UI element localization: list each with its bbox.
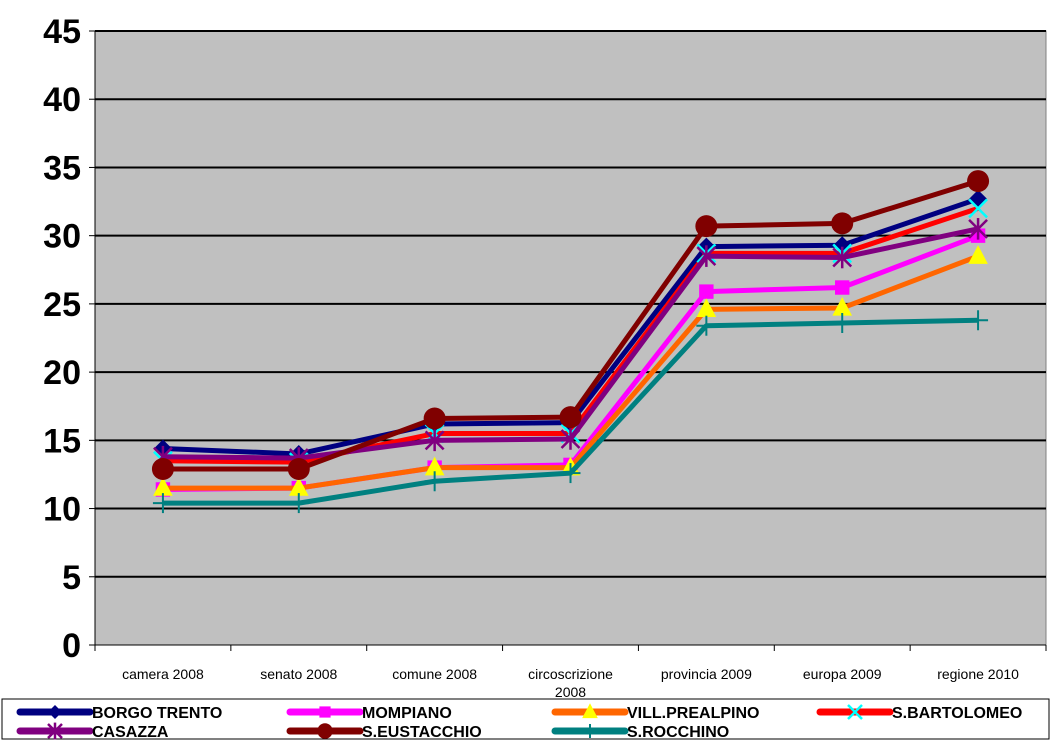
- x-tick-label: europa 2009: [803, 666, 882, 682]
- data-point: [696, 245, 717, 267]
- data-point: [287, 457, 310, 480]
- x-tick-label: comune 2008: [392, 666, 477, 682]
- legend-marker: [583, 724, 597, 738]
- legend: BORGO TRENTO MOMPIANO VILL.PREALPINO S.BART…: [1, 698, 1050, 740]
- series-s-eustacchio: [151, 170, 990, 480]
- y-axis-ticks: 0 5 10 15 20 25 30 35 40 45: [43, 13, 95, 665]
- data-point: [560, 463, 581, 484]
- data-point: [559, 406, 582, 429]
- data-point: [967, 170, 990, 193]
- y-tick-label: 15: [43, 422, 81, 460]
- legend-item: S.BARTOLOMEO: [816, 704, 1022, 722]
- legend-label: MOMPIANO: [362, 705, 452, 722]
- data-point: [699, 284, 714, 299]
- y-tick-label: 35: [43, 149, 81, 187]
- legend-item: MOMPIANO: [286, 705, 452, 722]
- y-tick-label: 10: [43, 491, 81, 529]
- data-point: [968, 310, 989, 331]
- legend-item: BORGO TRENTO: [16, 705, 222, 722]
- legend-box: [1, 698, 1050, 740]
- data-point: [831, 212, 854, 235]
- data-point: [424, 429, 445, 452]
- legend-item: S.EUSTACCHIO: [286, 723, 482, 740]
- data-point: [968, 198, 988, 219]
- x-tick-label: provincia 2009: [661, 666, 752, 682]
- data-point: [424, 471, 445, 492]
- data-point: [968, 218, 988, 240]
- legend-label: VILL.PREALPINO: [627, 705, 759, 722]
- x-tick-label: camera 2008: [122, 666, 204, 682]
- legend-label: S.BARTOLOMEO: [892, 705, 1022, 722]
- data-point: [288, 493, 309, 514]
- y-tick-label: 30: [43, 218, 81, 256]
- legend-item: CASAZZA: [16, 722, 169, 740]
- axes: [94, 31, 1046, 646]
- x-tick-label: regione 2010: [937, 666, 1019, 682]
- x-tick-label: circoscrizione 2008: [528, 666, 613, 700]
- y-tick-label: 0: [62, 627, 81, 665]
- legend-marker: [847, 704, 863, 720]
- y-tick-label: 25: [43, 286, 81, 324]
- legend-label: S.EUSTACCHIO: [362, 724, 482, 740]
- data-point: [423, 407, 446, 430]
- data-point: [835, 280, 850, 295]
- x-axis-ticks: camera 2008 senato 2008 comune 2008 circosc…: [94, 645, 1047, 700]
- data-point: [832, 246, 853, 269]
- legend-marker: [48, 705, 62, 719]
- plot-area: [94, 30, 1047, 646]
- gridlines: [95, 30, 1046, 578]
- y-tick-label: 5: [62, 559, 81, 597]
- legend-marker: [582, 703, 598, 719]
- legend-marker: [319, 706, 331, 718]
- data-point: [151, 457, 174, 480]
- series-lines: [151, 170, 990, 514]
- y-tick-label: 40: [43, 81, 81, 119]
- legend-item: S.ROCCHINO: [551, 724, 729, 740]
- y-tick-label: 20: [43, 354, 81, 392]
- data-point: [695, 215, 718, 238]
- legend-label: S.ROCCHINO: [627, 724, 729, 740]
- legend-marker: [317, 723, 333, 739]
- legend-marker: [47, 722, 63, 740]
- legend-label: CASAZZA: [92, 724, 169, 740]
- data-point: [696, 315, 717, 336]
- data-point: [968, 245, 988, 264]
- y-tick-label: 45: [43, 13, 81, 51]
- data-point: [152, 493, 173, 514]
- data-point: [560, 428, 581, 450]
- data-point: [832, 312, 853, 333]
- legend-label: BORGO TRENTO: [92, 705, 222, 722]
- series-s-rocchino: [152, 310, 989, 514]
- x-tick-label: senato 2008: [260, 666, 337, 682]
- legend-item: VILL.PREALPINO: [551, 703, 759, 722]
